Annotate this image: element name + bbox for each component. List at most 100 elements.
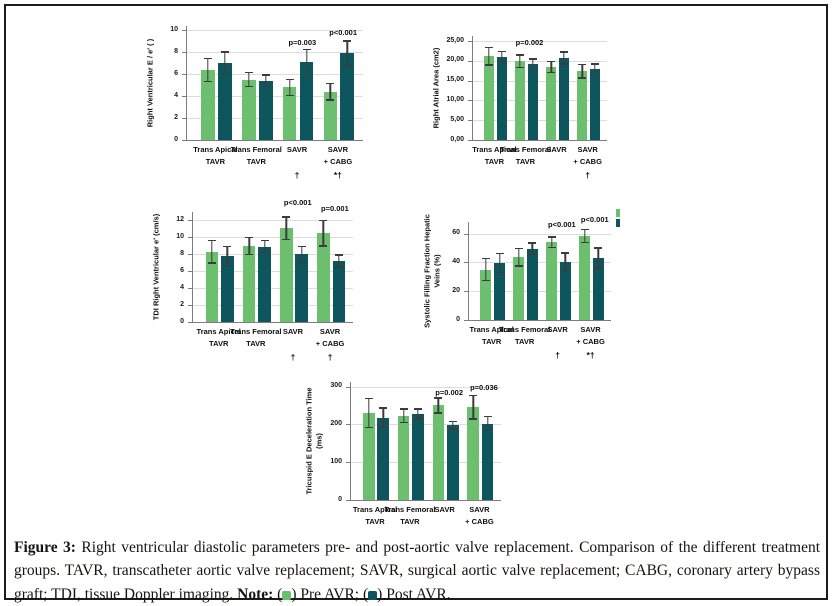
y-tick-mark [182,52,186,54]
y-tick-mark [188,237,192,239]
significance-note: *† [333,170,342,180]
bar-post-avr [217,63,232,140]
y-tick-label: 12 [176,215,184,223]
gridline [351,386,501,388]
bar-post-avr [258,80,273,140]
gridline [193,254,353,256]
error-bar [203,57,212,82]
bar-pre-avr [480,269,492,320]
figure-caption: Figure 3: Right ventricular diastolic pa… [14,536,820,606]
y-tick-label: 2 [174,113,178,121]
y-tick-mark [188,254,192,256]
plot-area [468,222,611,321]
y-tick-label: 10,00 [446,95,464,103]
category-label: SAVR + CABG [465,505,494,526]
bar-pre-avr [363,413,375,500]
bar-post-avr [258,246,271,322]
y-tick-label: 6 [174,69,178,77]
category-label: SAVR + CABG [573,145,602,166]
y-tick-label: 10 [170,25,178,33]
error-bar [282,216,291,240]
category-label: SAVR [282,327,304,336]
category-label: Trans Femoral TAVR [499,325,551,346]
y-tick-mark [188,322,192,323]
gridline [351,462,501,464]
bar-post-avr [295,254,308,322]
error-bar [208,239,217,264]
gridline [187,74,363,76]
gridline [473,60,607,62]
p-value-label: p<0.001 [329,28,358,37]
bar-pre-avr [282,87,297,140]
error-bar [302,49,311,76]
legend-post-avr: () Post AVR. [362,585,451,603]
bar-pre-avr [432,405,445,500]
y-tick-mark [346,386,350,388]
y-tick-label: 200 [330,419,342,427]
error-bar [297,245,306,263]
error-bar [528,58,537,71]
error-bar [591,63,600,76]
error-bar [334,254,343,268]
y-tick-label: 40 [452,257,460,265]
error-bar [379,407,388,428]
post-avr-mini-swatch [616,219,620,227]
chart-right-ventricular-e-over-e-prime: Right Ventricular E / e′ ( ) 0 2 4 6 8 10 p=0.0… [136,14,406,199]
significance-note: † [294,170,300,180]
gridline [473,100,607,102]
bar-post-avr [559,262,571,320]
gridline [351,424,501,426]
bar-pre-avr [546,242,558,320]
category-label: SAVR [546,145,567,154]
y-tick-mark [188,220,192,222]
error-bar [547,236,556,248]
significance-note: † [290,352,296,362]
error-bar [484,46,493,66]
error-bar [516,54,525,69]
category-label: Trans Apical TAVR [196,327,241,348]
error-bar [483,416,492,432]
category-label: SAVR + CABG [576,325,605,346]
chart-systolic-filling-fraction-hepatic-veins: Systolic Filling Fraction Hepatic Veins (… [420,194,690,379]
error-bar [220,51,229,76]
category-label: Trans Apical TAVR [469,325,514,346]
y-tick-label: 0 [174,135,178,143]
bar-post-avr [496,56,508,140]
significance-note: † [585,170,591,180]
y-tick-mark [468,80,472,82]
y-tick-label: 0,00 [450,135,464,143]
bar-pre-avr [467,407,480,500]
plot-area [186,26,363,141]
y-tick-label: 4 [180,283,184,291]
bar-pre-avr [241,79,256,140]
y-tick-label: 25,00 [446,36,464,44]
p-value-label: p=0.036 [470,383,498,392]
y-tick-mark [468,60,472,62]
note-label: Note: [237,585,274,603]
y-tick-label: 20,00 [446,56,464,64]
bar-post-avr [447,425,459,500]
y-tick-label: 0 [338,495,342,503]
gridline [469,262,611,264]
bar-pre-avr [579,235,591,320]
bar-pre-avr [576,71,588,140]
error-bar [223,245,232,267]
gridline [193,305,353,307]
error-bar [326,83,335,101]
error-bar [260,239,269,254]
y-tick-label: 10 [176,232,184,240]
error-bar [495,253,504,274]
y-tick-label: 0 [180,317,184,325]
p-value-label: p<0.001 [580,215,609,224]
y-tick-label: 60 [452,229,460,237]
category-label: Trans Apical TAVR [193,145,238,166]
y-tick-mark [182,74,186,76]
plot-area [472,36,607,141]
y-tick-label: 4 [174,91,178,99]
pre-avr-swatch [282,590,292,600]
legend-pre-avr-label: Pre AVR; [300,585,360,603]
bar-post-avr [493,263,506,320]
error-bar [594,247,603,269]
error-bar [399,408,408,424]
figure-border [4,4,828,600]
